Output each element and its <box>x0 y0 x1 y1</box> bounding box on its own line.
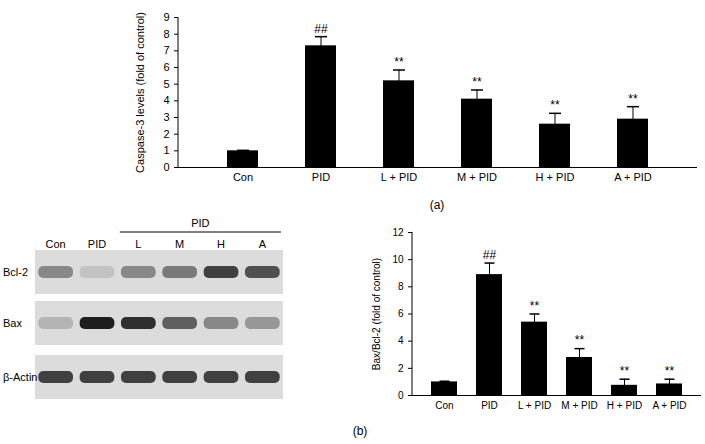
svg-text:PID: PID <box>312 171 330 183</box>
svg-text:**: ** <box>575 333 585 347</box>
svg-text:**: ** <box>620 364 630 378</box>
svg-text:##: ## <box>314 22 328 36</box>
svg-text:Con: Con <box>46 238 66 250</box>
svg-text:2: 2 <box>163 128 169 140</box>
svg-text:9: 9 <box>163 11 169 23</box>
svg-text:8: 8 <box>398 281 404 292</box>
svg-text:β-Actin: β-Actin <box>3 371 37 383</box>
svg-text:0: 0 <box>163 161 169 173</box>
html-text:(b): (b) <box>352 424 368 438</box>
svg-text:5: 5 <box>163 78 169 90</box>
svg-text:**: ** <box>530 299 540 313</box>
svg-text:A: A <box>259 238 267 250</box>
svg-text:3: 3 <box>163 111 169 123</box>
svg-text:PID: PID <box>481 400 498 411</box>
svg-text:PID: PID <box>191 217 209 229</box>
svg-text:M + PID: M + PID <box>561 400 597 411</box>
svg-text:H + PID: H + PID <box>536 171 575 183</box>
svg-text:6: 6 <box>398 308 404 319</box>
svg-text:**: ** <box>550 98 560 112</box>
svg-text:8: 8 <box>163 28 169 40</box>
svg-text:L + PID: L + PID <box>518 400 551 411</box>
svg-text:A + PID: A + PID <box>652 400 686 411</box>
svg-text:**: ** <box>394 55 404 69</box>
svg-text:Con: Con <box>233 171 253 183</box>
svg-text:4: 4 <box>398 335 404 346</box>
svg-text:**: ** <box>628 92 638 106</box>
svg-text:PID: PID <box>88 238 106 250</box>
svg-text:4: 4 <box>163 94 169 106</box>
svg-text:10: 10 <box>392 254 404 265</box>
svg-text:L + PID: L + PID <box>381 171 418 183</box>
svg-text:0: 0 <box>398 390 404 401</box>
svg-text:Con: Con <box>435 400 453 411</box>
svg-text:L: L <box>135 238 141 250</box>
svg-text:H + PID: H + PID <box>607 400 642 411</box>
svg-text:**: ** <box>472 75 482 89</box>
svg-text:Bax/Bcl-2 (fold of control): Bax/Bcl-2 (fold of control) <box>371 258 382 370</box>
svg-text:1: 1 <box>163 144 169 156</box>
svg-text:##: ## <box>483 248 497 262</box>
svg-text:7: 7 <box>163 44 169 56</box>
svg-text:M: M <box>175 238 184 250</box>
svg-text:**: ** <box>665 364 675 378</box>
svg-text:A + PID: A + PID <box>614 171 652 183</box>
svg-text:Bax: Bax <box>3 317 22 329</box>
svg-text:12: 12 <box>392 227 404 238</box>
html-text:(a): (a) <box>429 198 445 212</box>
svg-text:6: 6 <box>163 61 169 73</box>
svg-text:2: 2 <box>398 363 404 374</box>
svg-text:Caspase-3 levels (fold of cont: Caspase-3 levels (fold of control) <box>134 12 146 173</box>
svg-text:M + PID: M + PID <box>457 171 497 183</box>
svg-text:H: H <box>217 238 225 250</box>
svg-text:Bcl-2: Bcl-2 <box>3 266 28 278</box>
